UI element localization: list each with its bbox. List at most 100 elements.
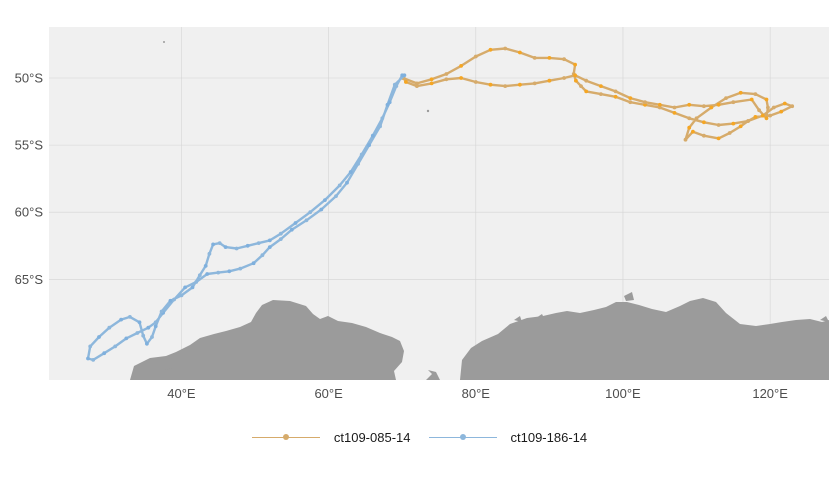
- track-point: [359, 152, 364, 157]
- track-point: [757, 108, 761, 113]
- track-point: [205, 272, 210, 276]
- track-point: [716, 123, 721, 127]
- track-point: [731, 121, 736, 126]
- track-point: [771, 105, 776, 110]
- track-point: [135, 331, 140, 335]
- track-point: [760, 113, 765, 118]
- track-point: [223, 245, 228, 250]
- track-point: [107, 325, 112, 330]
- track-point: [574, 78, 578, 83]
- x-tick-label: 80°E: [462, 386, 491, 401]
- track-point: [278, 231, 283, 236]
- track-point: [599, 84, 603, 88]
- track-point: [415, 81, 419, 86]
- track-point: [738, 90, 743, 95]
- track-point: [146, 325, 151, 330]
- track-point: [518, 50, 522, 55]
- track-layer: [86, 46, 795, 362]
- track-point: [731, 100, 736, 105]
- track-point: [779, 109, 784, 114]
- track-point: [753, 115, 758, 119]
- track-point: [459, 64, 463, 68]
- track-point: [727, 131, 732, 135]
- track-point: [159, 309, 164, 314]
- track-point: [216, 270, 221, 275]
- track-point: [790, 104, 795, 109]
- track-point: [716, 102, 721, 107]
- track-point: [113, 344, 118, 349]
- track-point: [179, 293, 184, 298]
- track-point: [260, 253, 265, 258]
- y-tick-label: 55°S: [15, 138, 44, 153]
- track-point: [643, 102, 647, 107]
- track-point: [709, 105, 714, 110]
- track-point: [102, 351, 107, 356]
- legend-key-icon: [251, 430, 320, 444]
- x-tick-label: 120°E: [752, 386, 788, 401]
- legend-item: ct109-186-14: [428, 429, 588, 445]
- track-point: [145, 341, 149, 346]
- track-point: [334, 194, 338, 199]
- track-point: [613, 94, 618, 99]
- track-point: [746, 119, 750, 123]
- track-point: [141, 333, 146, 338]
- track-point: [404, 80, 408, 84]
- track-point: [245, 243, 250, 248]
- track-point: [183, 285, 188, 290]
- track-point: [267, 245, 272, 250]
- track-point: [488, 47, 493, 52]
- track-point: [768, 113, 772, 118]
- track-point: [97, 335, 101, 339]
- track-point: [547, 78, 552, 83]
- track-ct109-186-14: [86, 73, 407, 362]
- track-point: [488, 82, 493, 87]
- y-tick-label: 50°S: [15, 71, 44, 86]
- track-point: [172, 297, 177, 302]
- track-point: [197, 273, 202, 278]
- track-point: [562, 76, 566, 80]
- track-point: [687, 125, 692, 130]
- track-point: [380, 116, 385, 121]
- track-point: [687, 102, 692, 107]
- legend-label: ct109-186-14: [510, 429, 588, 445]
- track-point: [267, 238, 272, 243]
- track-point: [753, 92, 758, 96]
- track-point: [127, 315, 132, 319]
- track-point: [203, 264, 208, 268]
- track-point: [304, 218, 309, 223]
- track-point: [579, 84, 583, 88]
- track-point: [256, 241, 261, 246]
- track-point: [238, 266, 243, 271]
- track-point: [702, 120, 706, 125]
- track-point: [503, 46, 508, 51]
- track-point: [348, 170, 353, 174]
- track-point: [387, 100, 392, 105]
- track-point: [672, 111, 677, 115]
- track-point: [573, 73, 577, 78]
- track-point: [691, 129, 695, 134]
- track-point: [694, 116, 699, 121]
- track-point: [657, 105, 662, 110]
- track-point: [584, 89, 589, 94]
- track-point: [749, 97, 754, 102]
- axis-labels: 40°E 60°E 80°E 100°E 120°E 50°S 55°S 60°S 65°S: [15, 71, 789, 401]
- map-plot: 40°E 60°E 80°E 100°E 120°E 50°S 55°S 60°S 65°S: [15, 27, 829, 401]
- track-point: [766, 105, 770, 110]
- track-point: [724, 96, 728, 100]
- legend-label: ct109-085-14: [333, 429, 411, 445]
- track-point: [345, 180, 349, 185]
- track-point: [153, 320, 158, 325]
- track-point: [119, 317, 123, 322]
- track-point: [683, 137, 688, 142]
- track-point: [628, 96, 633, 100]
- track-point: [687, 116, 692, 121]
- track-point: [293, 221, 298, 225]
- track-point: [190, 285, 195, 290]
- track-point: [400, 73, 405, 78]
- track-point: [444, 77, 449, 82]
- track-point: [716, 136, 721, 141]
- track-point: [153, 324, 158, 329]
- track-point: [86, 356, 90, 361]
- track-point: [562, 57, 566, 62]
- track-point: [217, 241, 222, 246]
